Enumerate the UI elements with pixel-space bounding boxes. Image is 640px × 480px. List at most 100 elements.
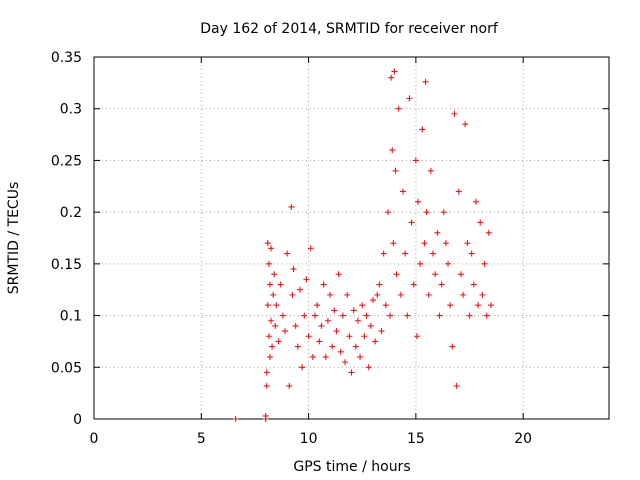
data-point — [453, 382, 460, 389]
data-point — [286, 382, 293, 389]
data-point — [367, 322, 374, 329]
data-point — [404, 312, 411, 319]
data-point — [322, 353, 329, 360]
data-point — [481, 260, 488, 267]
data-point — [487, 302, 494, 309]
data-points — [232, 68, 494, 422]
y-tick-label: 0 — [73, 412, 82, 428]
data-point — [275, 338, 282, 345]
data-point — [271, 271, 278, 278]
data-point — [273, 302, 280, 309]
x-tick-label: 10 — [300, 431, 318, 447]
x-axis-label: GPS time / hours — [293, 459, 410, 475]
data-point — [327, 291, 334, 298]
data-point — [309, 353, 316, 360]
data-point — [380, 250, 387, 257]
data-point — [408, 219, 415, 226]
data-point — [269, 343, 276, 350]
data-point — [329, 343, 336, 350]
data-point — [292, 322, 299, 329]
grid-lines — [94, 57, 609, 419]
data-point — [457, 271, 464, 278]
data-point — [339, 312, 346, 319]
data-point — [472, 198, 479, 205]
y-tick-label: 0.2 — [60, 205, 82, 221]
data-point — [348, 369, 355, 376]
y-tick-label: 0.15 — [51, 257, 82, 273]
data-point — [363, 312, 370, 319]
data-point — [354, 317, 361, 324]
data-point — [266, 281, 273, 288]
data-point — [460, 291, 467, 298]
data-point — [297, 286, 303, 293]
data-point — [289, 291, 296, 298]
data-point — [445, 260, 452, 267]
data-point — [357, 353, 364, 360]
data-point — [475, 302, 482, 309]
data-point — [361, 333, 368, 340]
data-point — [281, 328, 288, 335]
data-point — [427, 167, 434, 174]
data-point — [301, 312, 308, 319]
data-point — [320, 281, 327, 288]
data-point — [268, 245, 275, 252]
data-point — [449, 343, 456, 350]
data-point — [342, 359, 349, 366]
data-point — [263, 369, 270, 376]
data-point — [432, 271, 439, 278]
data-point — [400, 188, 406, 195]
data-point — [413, 333, 420, 340]
data-point — [288, 203, 295, 210]
chart-title: Day 162 of 2014, SRMTID for receiver nor… — [200, 21, 499, 37]
data-point — [388, 74, 395, 81]
data-point — [359, 302, 366, 309]
data-point — [265, 260, 272, 267]
x-tick-labels: 0 5 10 15 20 — [90, 431, 533, 447]
data-point — [307, 245, 314, 252]
data-point — [331, 307, 338, 314]
data-point — [384, 209, 391, 216]
x-tick-label: 0 — [90, 431, 99, 447]
data-point — [265, 333, 272, 340]
data-point — [402, 250, 409, 257]
data-point — [447, 302, 454, 309]
data-point — [430, 250, 437, 257]
data-point — [406, 95, 413, 102]
data-point — [436, 312, 443, 319]
data-point — [387, 312, 394, 319]
data-point — [268, 317, 275, 324]
data-point — [303, 276, 310, 283]
data-point — [415, 198, 422, 205]
data-point — [470, 281, 477, 288]
data-point — [324, 317, 331, 324]
data-point — [365, 364, 372, 371]
data-point — [372, 338, 379, 345]
data-point — [272, 322, 279, 329]
data-point — [318, 322, 325, 329]
data-point — [333, 328, 340, 335]
data-point — [314, 302, 321, 309]
data-point — [462, 121, 469, 128]
data-point — [479, 291, 486, 298]
data-point — [305, 333, 312, 340]
y-tick-label: 0.05 — [51, 360, 82, 376]
data-point — [423, 209, 430, 216]
data-point — [374, 291, 381, 298]
data-point — [316, 338, 323, 345]
data-point — [232, 416, 239, 422]
data-point — [262, 412, 269, 419]
data-point — [299, 364, 306, 371]
x-tick-label: 5 — [197, 431, 206, 447]
data-point — [438, 281, 445, 288]
data-point — [294, 343, 301, 350]
data-point — [419, 126, 426, 133]
data-point — [434, 229, 441, 236]
data-point — [337, 348, 344, 355]
data-point — [335, 271, 342, 278]
data-point — [264, 240, 271, 247]
data-point — [477, 219, 484, 226]
y-tick-label: 0.25 — [51, 153, 82, 169]
data-point — [376, 281, 383, 288]
data-point — [455, 188, 462, 195]
